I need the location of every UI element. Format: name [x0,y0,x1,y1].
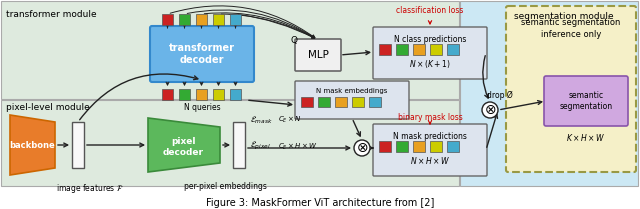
Bar [213,14,224,25]
Text: N class predictions: N class predictions [394,35,466,44]
Text: $K \times H \times W$: $K \times H \times W$ [566,132,605,143]
FancyBboxPatch shape [373,27,487,79]
Text: binary mask loss: binary mask loss [397,113,462,122]
Text: semantic
segmentation: semantic segmentation [559,91,612,111]
Bar [369,97,381,107]
Bar [72,122,84,168]
Text: $\mathcal{E}_{pixel}$: $\mathcal{E}_{pixel}$ [250,140,271,152]
Bar [447,44,459,55]
Bar [335,97,347,107]
Text: per-pixel embeddings: per-pixel embeddings [184,182,266,191]
Text: N queries: N queries [184,103,220,112]
Text: $C_E \times H \times W$: $C_E \times H \times W$ [278,142,318,152]
Text: $\otimes$: $\otimes$ [484,103,496,117]
Bar [179,89,190,100]
Circle shape [482,102,498,118]
FancyBboxPatch shape [295,81,409,119]
Bar [318,97,330,107]
Bar [379,44,391,55]
Text: semantic segmentation
inference only: semantic segmentation inference only [522,18,621,39]
Text: image features $\mathcal{F}$: image features $\mathcal{F}$ [56,182,124,195]
Text: transformer module: transformer module [6,10,97,19]
FancyBboxPatch shape [150,26,254,82]
Bar [460,1,638,186]
Text: transformer
decoder: transformer decoder [169,43,235,65]
Bar [379,141,391,152]
Text: N mask predictions: N mask predictions [393,132,467,141]
Text: MLP: MLP [308,50,328,60]
Text: backbone: backbone [9,140,55,149]
Bar [396,44,408,55]
Bar [230,14,241,25]
Polygon shape [10,115,55,175]
FancyBboxPatch shape [373,124,487,176]
Bar [233,122,245,168]
Bar [1,1,459,99]
FancyBboxPatch shape [544,76,628,126]
Text: segmentation module: segmentation module [514,12,614,21]
Text: $\mathcal{E}_{mask}$: $\mathcal{E}_{mask}$ [250,114,273,125]
Polygon shape [148,118,220,172]
Circle shape [354,140,370,156]
Bar [430,141,442,152]
Bar [430,44,442,55]
Text: $N \times (K + 1)$: $N \times (K + 1)$ [409,58,451,70]
Bar [301,97,313,107]
Text: pixel
decoder: pixel decoder [163,137,204,157]
Bar [396,141,408,152]
Bar [447,141,459,152]
Bar [213,89,224,100]
Bar [179,14,190,25]
Bar [413,44,425,55]
Bar [196,89,207,100]
Bar [1,100,459,186]
Text: N mask embeddings: N mask embeddings [316,88,388,94]
Bar [196,14,207,25]
Text: $N \times H \times W$: $N \times H \times W$ [410,155,450,166]
Text: Q: Q [291,36,298,45]
Text: pixel-level module: pixel-level module [6,103,90,112]
Text: $\otimes$: $\otimes$ [356,141,368,155]
Bar [230,89,241,100]
FancyBboxPatch shape [506,6,636,172]
Text: classification loss: classification loss [396,6,464,15]
Text: Figure 3: MaskFormer ViT architecture from [2]: Figure 3: MaskFormer ViT architecture fr… [206,198,434,208]
Bar [162,89,173,100]
Bar [413,141,425,152]
Bar [162,14,173,25]
FancyBboxPatch shape [295,39,341,71]
Text: drop Ø: drop Ø [487,91,513,100]
Text: $C_E \times N$: $C_E \times N$ [278,115,302,125]
Bar [352,97,364,107]
